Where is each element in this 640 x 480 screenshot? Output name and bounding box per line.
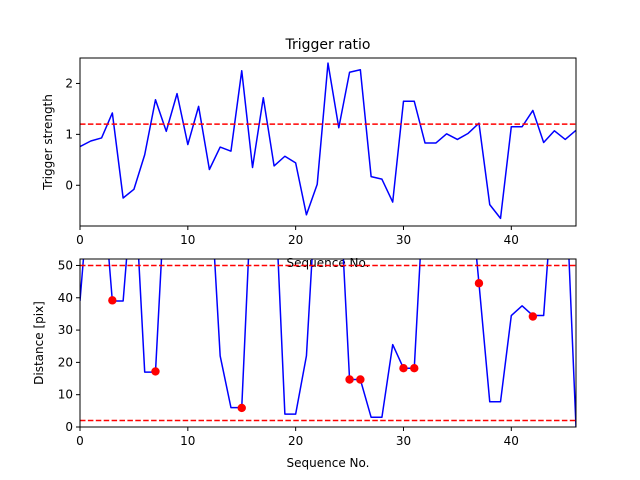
plot-area [80, 62, 576, 220]
x-tick-label: 20 [288, 233, 303, 247]
axes-frame [79, 258, 577, 428]
data-point-marker [410, 364, 419, 373]
chart-title: Trigger ratio [284, 37, 370, 53]
axis-ticks: 0 10 20 30 40 0 1 2 [65, 76, 519, 247]
x-tick-label: 40 [504, 434, 519, 448]
data-point-marker [528, 312, 538, 321]
x-tick-label: 30 [396, 233, 411, 247]
series-line [80, 62, 576, 220]
x-tick-label: 10 [180, 434, 195, 448]
y-tick-label: 0 [65, 420, 73, 434]
x-axis-label: Sequence No. [287, 456, 370, 470]
axis-ticks: 0 10 20 30 40 0 10 20 30 40 50 [58, 258, 519, 448]
axes-frame [79, 57, 577, 227]
y-axis-label: Trigger strength [41, 94, 55, 191]
y-tick-label: 40 [58, 291, 73, 305]
y-tick-label: 2 [65, 76, 73, 90]
y-axis-label: Distance [pix] [32, 301, 46, 385]
data-point-marker [237, 403, 246, 413]
data-point-marker [474, 279, 484, 288]
distance-chart: 0 10 20 30 40 0 10 20 30 40 50 Sequence No. Distan… [32, 258, 577, 470]
x-tick-label: 10 [180, 233, 195, 247]
x-tick-label: 30 [396, 434, 411, 448]
x-tick-label: 40 [504, 233, 519, 247]
data-point-marker [108, 296, 117, 305]
y-tick-label: 10 [58, 388, 73, 402]
plot-area [80, 259, 576, 427]
y-tick-label: 50 [58, 258, 73, 272]
x-tick-label: 20 [288, 434, 303, 448]
x-tick-label: 0 [76, 233, 84, 247]
series-line [80, 259, 576, 427]
y-tick-label: 0 [65, 178, 73, 192]
data-point-marker [151, 367, 160, 376]
data-point-marker [399, 364, 408, 373]
x-tick-label: 0 [76, 434, 84, 448]
data-point-marker [345, 375, 354, 384]
y-tick-label: 20 [58, 355, 73, 369]
y-tick-label: 30 [58, 323, 73, 337]
y-tick-label: 1 [65, 127, 73, 141]
data-point-marker [356, 375, 365, 384]
x-axis-label: Sequence No. [287, 256, 370, 270]
